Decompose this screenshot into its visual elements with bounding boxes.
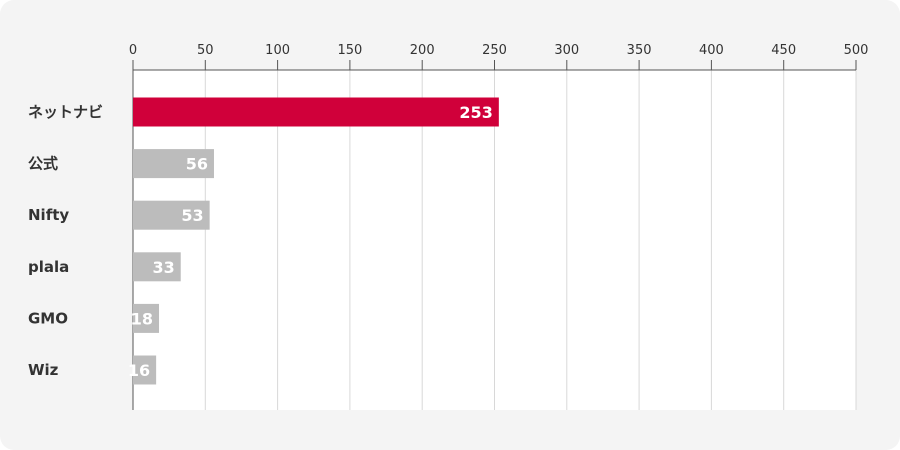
category-label: Nifty [28,206,69,224]
x-tick-label: 400 [699,43,724,58]
bar [133,252,181,282]
category-label: plala [28,258,69,276]
data-label: 56 [186,155,208,174]
bar [133,97,499,127]
data-label: 33 [152,258,174,277]
x-tick-label: 300 [554,43,579,58]
data-label: 18 [131,309,153,328]
category-label: GMO [28,309,68,327]
category-label: Wiz [28,361,59,379]
x-tick-label: 450 [771,43,796,58]
data-label: 253 [459,103,492,122]
bar [133,149,214,179]
x-tick-label: 350 [627,43,652,58]
x-tick-label: 50 [197,43,214,58]
bar [133,303,160,333]
data-label: 16 [128,361,150,380]
x-tick-label: 500 [844,43,869,58]
x-tick-label: 200 [410,43,435,58]
x-tick-label: 150 [337,43,362,58]
x-tick-label: 100 [265,43,290,58]
category-label: ネットナビ [28,103,103,121]
category-label: 公式 [28,155,58,173]
x-tick-label: 0 [129,43,137,58]
x-tick-label: 250 [482,43,507,58]
bar [133,200,210,230]
data-label: 53 [181,206,203,225]
bar [133,355,157,385]
